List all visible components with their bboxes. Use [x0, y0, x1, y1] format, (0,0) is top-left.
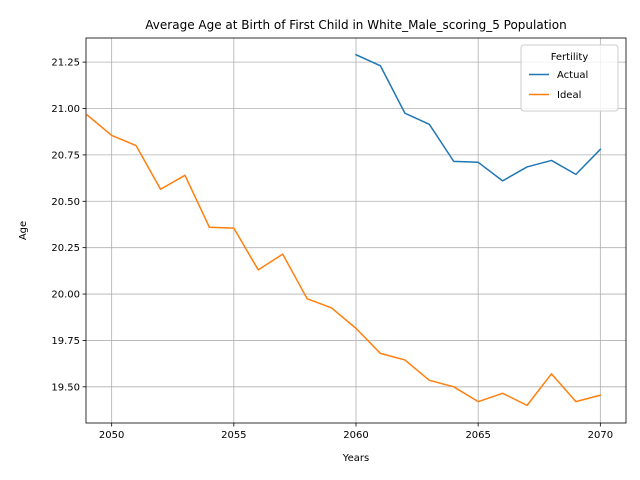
grid — [86, 38, 626, 423]
y-tick-label: 21.00 — [51, 104, 80, 115]
y-tick-label: 20.75 — [51, 150, 80, 161]
x-tick-label: 2065 — [465, 430, 490, 441]
x-tick-label: 2050 — [99, 430, 124, 441]
legend-entries: Actual Ideal — [529, 70, 588, 101]
legend-title: Fertility — [551, 52, 589, 63]
y-tick-label: 21.25 — [51, 58, 80, 69]
x-axis-label: Years — [342, 453, 369, 464]
legend-label-actual: Actual — [557, 70, 588, 81]
series-lines — [86, 53, 602, 407]
x-axis: 2050 2055 2060 2065 2070 — [99, 423, 613, 441]
y-tick-label: 19.75 — [51, 336, 80, 347]
x-tick-label: 2060 — [343, 430, 368, 441]
legend-label-ideal: Ideal — [557, 90, 581, 101]
legend: Fertility Actual Ideal — [520, 44, 619, 112]
y-axis: 19.50 19.75 20.00 20.25 20.50 20.75 21.00 21.25 — [51, 58, 86, 393]
x-tick-label: 2055 — [221, 430, 246, 441]
y-tick-label: 20.00 — [51, 290, 80, 301]
y-tick-label: 19.50 — [51, 382, 80, 393]
y-tick-label: 20.25 — [51, 243, 80, 254]
y-axis-label: Age — [18, 221, 29, 240]
y-tick-label: 20.50 — [51, 197, 80, 208]
x-tick-label: 2070 — [588, 430, 613, 441]
series-line-ideal — [86, 113, 602, 407]
series-line-actual — [355, 53, 602, 182]
chart-title: Average Age at Birth of First Child in W… — [145, 18, 566, 32]
